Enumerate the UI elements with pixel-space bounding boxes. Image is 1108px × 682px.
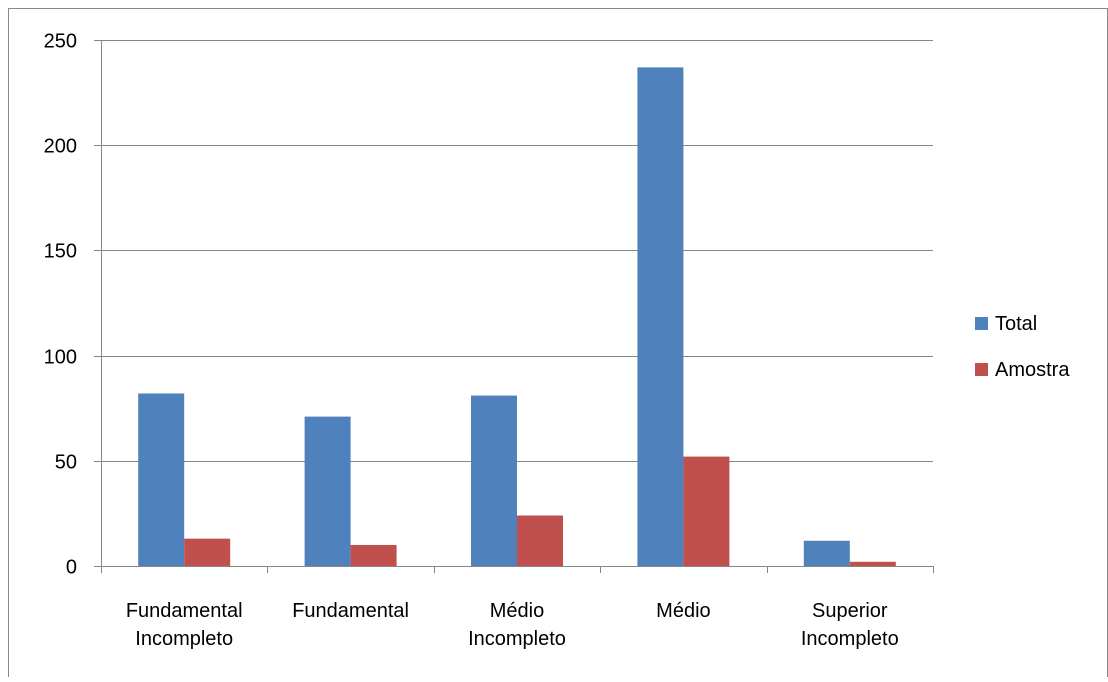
x-tick-label: Incompleto xyxy=(135,628,233,650)
bar-amostra xyxy=(184,538,231,566)
legend: Total Amostra xyxy=(975,313,1070,381)
legend-swatch-amostra xyxy=(975,363,988,376)
legend-swatch-total xyxy=(975,317,988,330)
y-tick-label: 200 xyxy=(44,136,77,158)
bar-total xyxy=(304,416,351,566)
bar-total xyxy=(138,393,185,566)
axes xyxy=(94,40,934,573)
bars xyxy=(138,67,896,567)
y-tick-label: 50 xyxy=(55,452,77,474)
y-tick-label: 150 xyxy=(44,241,77,263)
x-tick-label: Fundamental xyxy=(292,600,409,622)
x-tick-label: Médio xyxy=(490,600,544,622)
y-tick-label: 100 xyxy=(44,347,77,369)
legend-label-amostra: Amostra xyxy=(995,359,1070,381)
bar-amostra xyxy=(849,561,896,566)
x-tick-label: Superior xyxy=(812,600,888,622)
x-tick-label: Médio xyxy=(656,600,710,622)
bar-amostra xyxy=(683,456,730,566)
y-tick-label: 250 xyxy=(44,31,77,53)
chart-border xyxy=(8,8,1108,677)
bar-amostra xyxy=(350,544,397,566)
x-tick-label: Incompleto xyxy=(801,628,899,650)
bar-total xyxy=(637,67,684,567)
x-tick-labels: Fundamental Incompleto Fundamental Médio Inc… xyxy=(126,600,899,650)
y-tick-label: 0 xyxy=(66,557,77,579)
x-tick-label: Fundamental xyxy=(126,600,243,622)
x-tick-label: Incompleto xyxy=(468,628,566,650)
y-tick-labels: 0 50 100 150 200 250 xyxy=(44,31,77,579)
gridlines xyxy=(101,40,933,462)
bar-amostra xyxy=(517,515,563,566)
bar-total xyxy=(803,540,850,566)
legend-label-total: Total xyxy=(995,313,1037,335)
bar-total xyxy=(471,395,517,566)
